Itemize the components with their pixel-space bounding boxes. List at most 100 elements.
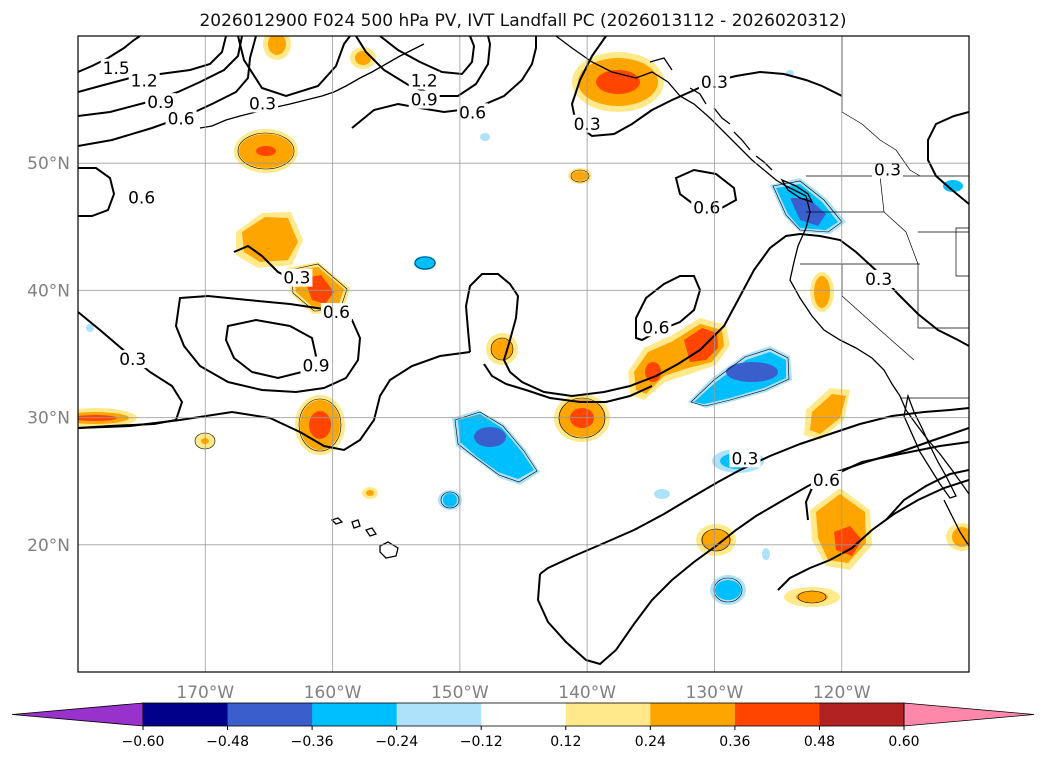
pv-contour-1.2-central bbox=[379, 36, 476, 76]
x-tick-label-1: 160°W bbox=[304, 683, 362, 703]
pv-contour-0.3-cutoff bbox=[464, 232, 969, 398]
pc-neg-blob-28n-148w bbox=[452, 410, 540, 485]
colorbar-tick-label-6: 0.24 bbox=[635, 734, 666, 750]
hawaiian-islands bbox=[330, 517, 399, 559]
map-background bbox=[78, 36, 969, 672]
pv-contour-0.9-west bbox=[78, 36, 243, 117]
pv-label-bg-20 bbox=[810, 470, 842, 489]
colorbar: −0.60 −0.48 −0.36 −0.24 −0.12 0.12 0.24 0.36 0.4… bbox=[11, 702, 1035, 750]
pv-contour-label-5: 1.2 bbox=[411, 72, 438, 92]
colorbar-segment-3 bbox=[396, 703, 482, 726]
x-tick-label-4: 130°W bbox=[686, 683, 744, 703]
pv-label-bg-18 bbox=[117, 350, 149, 369]
pc-blob-41n-122w bbox=[810, 272, 834, 312]
pv-contour-1.5 bbox=[78, 36, 141, 73]
pv-contour-label-0: 1.5 bbox=[103, 59, 130, 79]
pc-blob-31n-122w bbox=[804, 388, 850, 440]
pv-contour-0.6-gulf bbox=[674, 168, 738, 212]
colorbar-segment-0 bbox=[143, 703, 229, 726]
pc-neg-blob-17n-128w bbox=[710, 575, 746, 605]
pv-contour-label-6: 0.9 bbox=[411, 91, 438, 111]
colorbar-segment-5 bbox=[565, 703, 651, 726]
colorbar-tick-label-0: −0.60 bbox=[122, 734, 165, 750]
y-tick-label-2: 40°N bbox=[27, 281, 70, 301]
pc-neg-blob-49n-112w bbox=[943, 180, 963, 192]
colorbar-tick-label-2: −0.36 bbox=[291, 734, 334, 750]
pv-contour-0.6-trough bbox=[174, 294, 362, 394]
pv-contour-label-20: 0.6 bbox=[813, 471, 840, 491]
pv-contour-label-1: 1.2 bbox=[131, 72, 158, 92]
pv-label-bg-14 bbox=[863, 269, 895, 288]
pv-contour-0.9-central bbox=[355, 36, 492, 97]
pc-blob-56n-131w bbox=[572, 52, 664, 112]
pc-blob-aleutian-c bbox=[350, 47, 376, 69]
colorbar-extend-high bbox=[903, 702, 1035, 727]
y-axis-tick-labels: 20°N 30°N 40°N 50°N bbox=[27, 154, 70, 556]
pv-label-bg-13 bbox=[281, 268, 313, 287]
colorbar-tick-label-8: 0.48 bbox=[804, 734, 835, 750]
pv-contour-label-7: 0.6 bbox=[459, 103, 486, 123]
pc-blob-24n-157w bbox=[362, 487, 378, 499]
pv-contour-0.3-hook bbox=[483, 363, 653, 403]
pv-contour-label-4: 0.3 bbox=[249, 94, 276, 114]
pv-contour-labels: 1.51.20.90.60.31.20.90.60.30.30.30.60.60… bbox=[100, 58, 904, 491]
pv-label-bg-4 bbox=[247, 94, 279, 113]
pv-label-bg-0 bbox=[100, 58, 132, 77]
pv-label-bg-7 bbox=[457, 103, 489, 122]
pc-blob-16n-123w bbox=[784, 587, 840, 607]
pc-neg-blob-19n-126w bbox=[762, 548, 770, 560]
colorbar-segment-6 bbox=[650, 703, 736, 726]
idaho-border bbox=[879, 175, 919, 328]
pv-contour-0.3-aleutian bbox=[237, 36, 351, 98]
colorbar-segment-8 bbox=[819, 703, 905, 726]
pv-label-bg-15 bbox=[320, 303, 352, 322]
colorbar-extend-low bbox=[11, 702, 144, 727]
coastlines bbox=[199, 36, 969, 559]
pv-contour-label-15: 0.6 bbox=[323, 303, 350, 323]
mexico-coast bbox=[943, 499, 969, 547]
pv-contour-0.6-south bbox=[804, 441, 969, 521]
pv-contour-label-17: 0.9 bbox=[303, 356, 330, 376]
colorbar-tick-label-3: −0.24 bbox=[375, 734, 418, 750]
pv-contour-0.3-gulf bbox=[570, 36, 843, 138]
pv-label-bg-6 bbox=[408, 90, 440, 109]
x-tick-label-3: 140°W bbox=[558, 683, 616, 703]
pv-contour-label-2: 0.9 bbox=[147, 93, 174, 113]
aleutian-chain bbox=[199, 43, 425, 129]
pv-contour-label-19: 0.3 bbox=[731, 449, 758, 469]
x-axis-tick-labels: 170°W 160°W 150°W 140°W 130°W 120°W bbox=[176, 683, 870, 703]
pv-contour-label-10: 0.3 bbox=[874, 161, 901, 181]
pv-label-bg-1 bbox=[128, 71, 160, 90]
y-tick-label-1: 30°N bbox=[27, 409, 70, 429]
x-tick-label-0: 170°W bbox=[176, 683, 234, 703]
pc-outlines bbox=[194, 132, 843, 604]
colorbar-tick-label-5: 0.12 bbox=[550, 734, 581, 750]
pv-contour-label-14: 0.3 bbox=[865, 270, 892, 290]
pv-contour-0.3-subtrop-south bbox=[539, 407, 969, 575]
pv-label-bg-19 bbox=[729, 449, 761, 468]
colorbar-segment-4 bbox=[481, 703, 567, 726]
pc-neg-blob-23n-152w bbox=[438, 490, 462, 510]
pv-label-bg-3 bbox=[165, 109, 197, 128]
pv-label-bg-17 bbox=[300, 356, 332, 375]
gridlines bbox=[78, 36, 969, 672]
pv-contour-1.2-west bbox=[78, 36, 227, 93]
pv-contour-label-11: 0.6 bbox=[128, 189, 155, 209]
pv-label-bg-10 bbox=[872, 160, 904, 179]
pv-contour-0.6-midlat bbox=[78, 167, 116, 217]
pv-contour-0.3-northeast bbox=[927, 111, 969, 205]
pv-contour-label-16: 0.6 bbox=[642, 318, 669, 338]
x-tick-label-2: 150°W bbox=[431, 683, 489, 703]
pc-blob-51n-165w bbox=[234, 129, 298, 173]
pv-contour-0.3-sw-mex bbox=[777, 479, 969, 591]
colorbar-tick-label-7: 0.36 bbox=[719, 734, 750, 750]
colorbar-frame bbox=[142, 702, 905, 727]
colorbar-tick-label-9: 0.60 bbox=[888, 734, 919, 750]
baja-california bbox=[903, 393, 957, 499]
pv-contour-0.6-upper-right bbox=[885, 469, 969, 521]
pv-label-bg-5 bbox=[408, 71, 440, 90]
alaska-islands bbox=[649, 57, 773, 171]
pv-label-bg-11 bbox=[126, 188, 158, 207]
pc-blob-49n-140w bbox=[568, 168, 592, 184]
